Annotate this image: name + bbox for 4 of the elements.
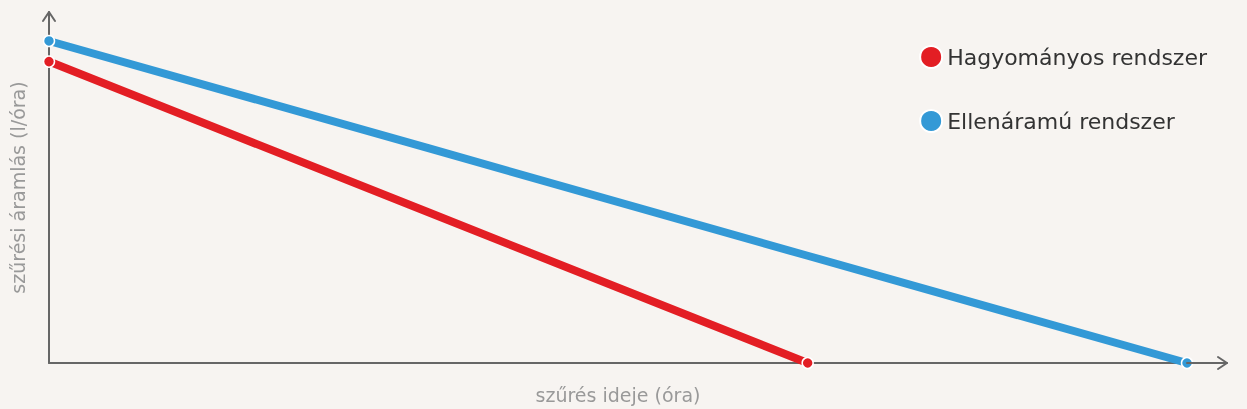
y-axis-title: szűrési áramlás (l/óra) [6,81,29,294]
legend-label: Ellenáramú rendszer [947,108,1176,134]
legend-label: Hagyományos rendszer [947,44,1208,70]
x-axis-title: szűrés ideje (óra) [535,383,701,406]
